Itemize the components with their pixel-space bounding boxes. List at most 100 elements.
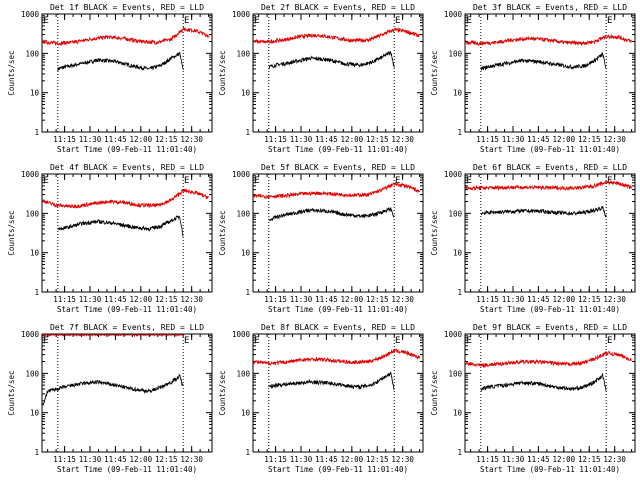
x-tick-label: 11:15 (264, 455, 287, 464)
x-tick-label: 12:15 (578, 135, 601, 144)
x-axis-label: Start Time (09-Feb-11 11:01:40) (480, 305, 620, 314)
x-tick-label: 12:15 (155, 295, 178, 304)
event-marker-label: E (43, 16, 48, 26)
x-tick-label: 11:30 (502, 135, 525, 144)
plot-frame (41, 173, 213, 293)
y-axis-label: Counts/sec (430, 370, 439, 415)
y-axis-label: Counts/sec (7, 370, 16, 415)
x-tick-label: 12:15 (578, 295, 601, 304)
x-axis-label: Start Time (09-Feb-11 11:01:40) (480, 145, 620, 154)
event-marker-label: E (184, 16, 189, 26)
event-marker-label: E (254, 336, 259, 346)
x-tick-label: 12:15 (155, 455, 178, 464)
y-tick-label: 100 (25, 49, 39, 58)
events-series-line (268, 207, 395, 222)
y-tick-label: 10 (241, 409, 251, 418)
x-tick-label: 11:45 (315, 135, 338, 144)
chart-title: Det 7f BLACK = Events, RED = LLD (50, 323, 204, 332)
y-tick-label: 1 (457, 128, 462, 137)
chart-panel: Det 4f BLACK = Events, RED = LLD 1 10 100 10… (7, 163, 213, 314)
plot-frame (464, 13, 636, 133)
event-marker-label: E (466, 336, 471, 346)
events-series-line (480, 372, 607, 392)
chart-panel: Det 6f BLACK = Events, RED = LLD 1 10 100 10… (430, 163, 636, 314)
events-series-line (268, 50, 395, 70)
x-tick-label: 11:30 (79, 295, 102, 304)
x-tick-label: 11:30 (502, 295, 525, 304)
chart-panel: Det 9f BLACK = Events, RED = LLD 1 10 100 10… (430, 323, 636, 474)
x-tick-label: 12:00 (553, 455, 576, 464)
x-axis-label: Start Time (09-Feb-11 11:01:40) (480, 465, 620, 474)
x-tick-label: 12:30 (180, 455, 203, 464)
x-axis-label: Start Time (09-Feb-11 11:01:40) (268, 305, 408, 314)
y-tick-label: 10 (30, 249, 40, 258)
y-tick-label: 100 (448, 209, 462, 218)
y-tick-label: 1 (34, 288, 39, 297)
y-tick-label: 1000 (444, 330, 463, 339)
x-tick-label: 12:30 (391, 135, 414, 144)
chart-title: Det 8f BLACK = Events, RED = LLD (261, 323, 415, 332)
events-series-line (480, 51, 607, 71)
event-marker-label: E (607, 16, 612, 26)
y-tick-label: 10 (453, 89, 463, 98)
y-tick-label: 1000 (21, 330, 40, 339)
lld-series-line (465, 34, 632, 47)
y-tick-label: 10 (453, 249, 463, 258)
event-marker-label: E (607, 336, 612, 346)
lld-series-line (253, 182, 420, 200)
x-tick-label: 11:45 (527, 295, 550, 304)
x-tick-label: 12:30 (391, 295, 414, 304)
x-tick-label: 12:00 (130, 135, 153, 144)
x-tick-label: 12:30 (603, 455, 626, 464)
y-tick-label: 100 (236, 49, 250, 58)
x-tick-label: 12:30 (180, 295, 203, 304)
x-tick-label: 11:15 (264, 135, 287, 144)
event-marker-label: E (607, 176, 612, 186)
event-marker-label: E (395, 16, 400, 26)
x-tick-label: 11:45 (104, 455, 127, 464)
y-axis-label: Counts/sec (218, 50, 227, 95)
x-tick-label: 11:45 (315, 295, 338, 304)
y-axis-label: Counts/sec (218, 370, 227, 415)
x-tick-label: 12:00 (130, 295, 153, 304)
y-axis-label: Counts/sec (7, 210, 16, 255)
y-tick-label: 1 (34, 128, 39, 137)
plot-frame (41, 13, 213, 133)
y-tick-label: 10 (241, 89, 251, 98)
event-marker-label: E (254, 16, 259, 26)
x-tick-label: 12:00 (341, 135, 364, 144)
plot-frame (252, 333, 424, 453)
x-tick-label: 11:15 (53, 455, 76, 464)
x-tick-label: 12:00 (341, 295, 364, 304)
x-axis-label: Start Time (09-Feb-11 11:01:40) (57, 465, 197, 474)
chart-title: Det 4f BLACK = Events, RED = LLD (50, 163, 204, 172)
y-axis-label: Counts/sec (218, 210, 227, 255)
chart-title: Det 3f BLACK = Events, RED = LLD (473, 3, 627, 12)
x-axis-label: Start Time (09-Feb-11 11:01:40) (268, 145, 408, 154)
lld-series-line (253, 348, 420, 366)
x-tick-label: 12:15 (366, 455, 389, 464)
chart-panel: Det 5f BLACK = Events, RED = LLD 1 10 100 10… (218, 163, 424, 314)
y-axis-label: Counts/sec (7, 50, 16, 95)
chart-title: Det 6f BLACK = Events, RED = LLD (473, 163, 627, 172)
x-tick-label: 11:15 (476, 295, 499, 304)
y-tick-label: 100 (236, 209, 250, 218)
x-tick-label: 12:30 (391, 455, 414, 464)
x-tick-label: 11:30 (79, 455, 102, 464)
plot-frame (464, 173, 636, 293)
x-tick-label: 11:15 (476, 455, 499, 464)
events-series-line (480, 206, 607, 218)
y-axis-label: Counts/sec (430, 210, 439, 255)
x-tick-label: 11:15 (53, 295, 76, 304)
y-tick-label: 1 (245, 448, 250, 457)
y-tick-label: 100 (448, 49, 462, 58)
lld-series-line (42, 188, 209, 209)
event-marker-label: E (184, 336, 189, 346)
x-tick-label: 11:30 (290, 135, 313, 144)
chart-panel: Det 8f BLACK = Events, RED = LLD 1 10 100 10… (218, 323, 424, 474)
chart-title: Det 5f BLACK = Events, RED = LLD (261, 163, 415, 172)
y-tick-label: 1000 (21, 10, 40, 19)
y-tick-label: 1000 (232, 10, 251, 19)
lld-series-line (42, 26, 209, 46)
